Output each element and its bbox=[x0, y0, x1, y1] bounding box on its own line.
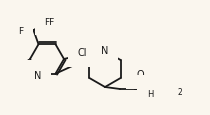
Text: Cl: Cl bbox=[77, 48, 87, 58]
Text: H: H bbox=[147, 90, 153, 99]
Text: F: F bbox=[18, 27, 24, 35]
Text: 2: 2 bbox=[177, 88, 182, 97]
Text: NH: NH bbox=[169, 83, 184, 93]
Text: N: N bbox=[146, 85, 154, 95]
Text: N: N bbox=[101, 46, 109, 56]
Text: O: O bbox=[136, 69, 144, 79]
Text: N: N bbox=[34, 70, 41, 80]
Text: FF: FF bbox=[45, 18, 55, 27]
